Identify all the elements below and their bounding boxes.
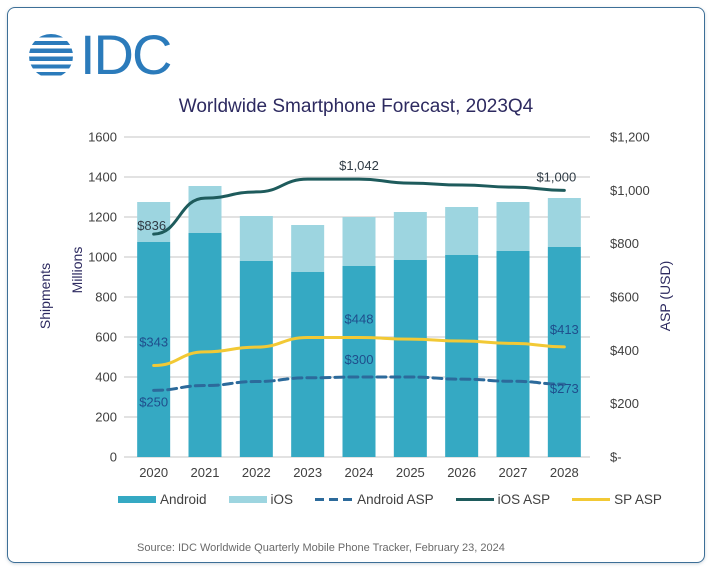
x-tick-label: 2022 <box>242 465 271 480</box>
source-note: Source: IDC Worldwide Quarterly Mobile P… <box>137 542 505 554</box>
android-asp-swatch <box>315 498 354 501</box>
bar-android <box>291 272 325 457</box>
sp-asp-swatch <box>572 498 611 501</box>
legend-item-ios: iOS <box>228 492 294 507</box>
x-tick-label: 2026 <box>447 465 476 480</box>
y-right-tick-label: $- <box>610 450 622 465</box>
legend-label: Android <box>160 492 207 507</box>
y-left-tick-label: 400 <box>95 370 117 385</box>
y-left-tick-label: 1200 <box>88 210 117 225</box>
x-tick-label: 2024 <box>345 465 374 480</box>
legend-label: iOS ASP <box>497 492 551 507</box>
data-label: $273 <box>550 381 579 396</box>
x-tick-label: 2020 <box>139 465 168 480</box>
legend-item-ios-asp: iOS ASP <box>455 492 551 507</box>
x-tick-label: 2021 <box>191 465 220 480</box>
bar-android <box>137 242 171 457</box>
bar-android <box>342 266 376 457</box>
bar-android <box>393 260 427 457</box>
ios-asp-swatch <box>455 498 494 501</box>
legend-label: Android ASP <box>357 492 434 507</box>
data-label: $413 <box>550 322 579 337</box>
y-left-tick-label: 800 <box>95 290 117 305</box>
y-right-axis-title: ASP (USD) <box>657 261 673 332</box>
ios-asp-line <box>152 177 566 236</box>
x-tick-label: 2023 <box>293 465 322 480</box>
bar-ios <box>393 212 427 260</box>
legend: Android iOS Android ASP iOS ASP SP ASP <box>118 492 684 507</box>
bar-ios <box>496 202 530 251</box>
bar-android <box>188 233 222 457</box>
data-label: $343 <box>139 335 168 350</box>
legend-label: iOS <box>270 492 294 507</box>
y-left-axis-title: Shipments <box>37 263 53 329</box>
x-tick-label: 2028 <box>550 465 579 480</box>
bar-ios <box>547 198 581 247</box>
chart-title: Worldwide Smartphone Forecast, 2023Q4 <box>178 96 534 117</box>
data-label: $1,042 <box>339 158 379 173</box>
data-label: $448 <box>345 312 374 327</box>
bar-android <box>496 251 530 457</box>
y-left-tick-label: 1600 <box>88 130 117 145</box>
bar-ios <box>445 207 479 255</box>
data-label: $300 <box>345 352 374 367</box>
y-right-tick-label: $1,000 <box>610 183 650 198</box>
bar-android <box>547 247 581 457</box>
bar-ios <box>291 225 325 272</box>
y-left-axis-subtitle: Millions <box>69 247 85 294</box>
idc-logo: IDC <box>28 25 178 85</box>
android-swatch <box>118 496 156 503</box>
legend-item-sp-asp: SP ASP <box>572 492 662 507</box>
y-right-tick-label: $200 <box>610 396 639 411</box>
data-label: $250 <box>139 394 168 409</box>
y-left-tick-label: 1000 <box>88 250 117 265</box>
bar-android <box>239 261 273 457</box>
x-tick-label: 2027 <box>499 465 528 480</box>
bar-ios <box>239 216 273 261</box>
data-label: $836 <box>137 218 166 233</box>
data-label: $1,000 <box>536 169 576 184</box>
y-left-tick-label: 1400 <box>88 170 117 185</box>
y-right-tick-label: $400 <box>610 343 639 358</box>
y-left-tick-label: 600 <box>95 330 117 345</box>
bar-ios <box>188 186 222 233</box>
y-left-tick-label: 0 <box>110 450 117 465</box>
ios-swatch <box>228 496 267 503</box>
y-right-tick-label: $600 <box>610 290 639 305</box>
logo-text: IDC <box>80 23 172 86</box>
y-right-tick-label: $1,200 <box>610 130 650 145</box>
legend-item-android: Android <box>118 492 207 507</box>
bar-ios <box>342 217 376 266</box>
y-left-tick-label: 200 <box>95 410 117 425</box>
x-tick-label: 2025 <box>396 465 425 480</box>
globe-icon <box>29 34 73 76</box>
bar-android <box>445 255 479 457</box>
legend-label: SP ASP <box>614 492 662 507</box>
legend-item-android-asp: Android ASP <box>315 492 434 507</box>
y-right-tick-label: $800 <box>610 236 639 251</box>
